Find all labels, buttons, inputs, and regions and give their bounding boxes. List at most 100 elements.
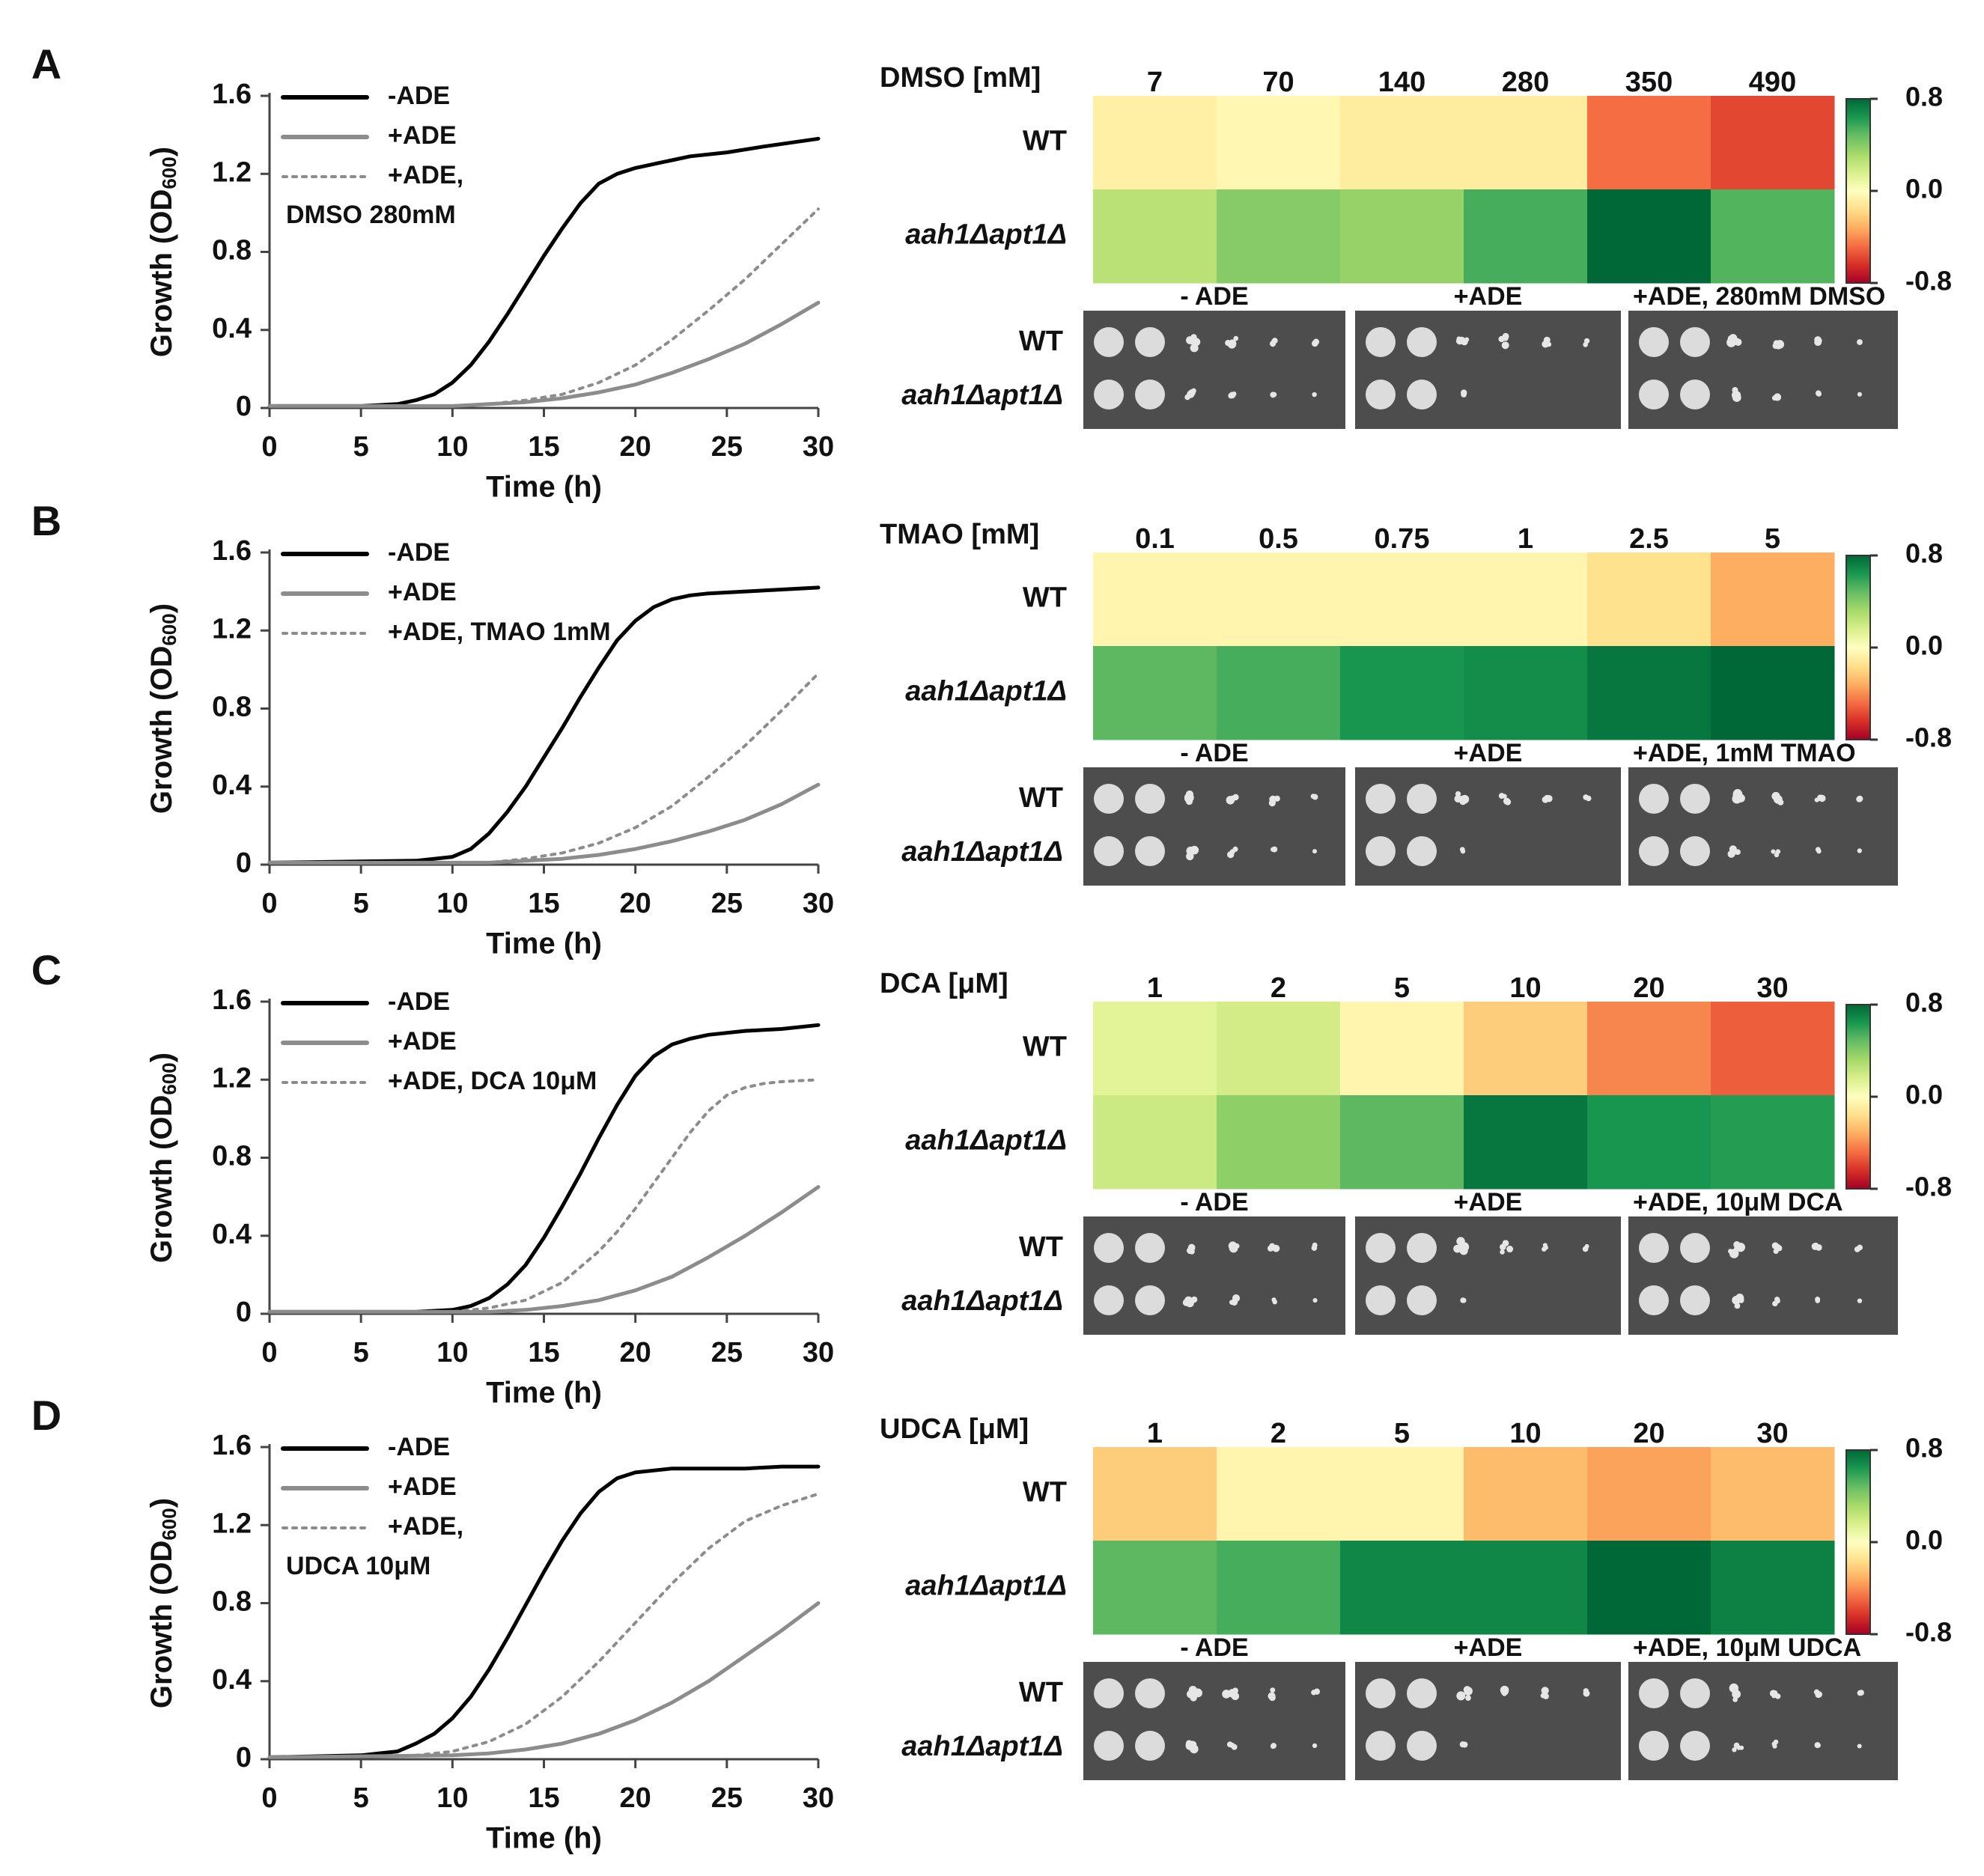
colorbar-tick-label: 0.0 [1905, 630, 1943, 661]
colony-spot [1366, 1233, 1396, 1263]
heatmap-cell [1093, 96, 1217, 190]
x-tick-label: 15 [528, 888, 559, 919]
spot-condition-label: +ADE, 280mM DMSO [1633, 282, 1885, 311]
heatmap-cell [1711, 552, 1835, 647]
legend-label: +ADE, [388, 161, 463, 189]
x-tick-label: 20 [620, 431, 651, 463]
colony-spot [1771, 849, 1776, 854]
colony-spot [1857, 848, 1862, 853]
heatmap-concentration-label: 0.5 [1259, 523, 1298, 555]
heatmap-cell [1711, 189, 1835, 284]
panel-letter: C [31, 946, 61, 993]
colony-spot [1094, 1233, 1124, 1263]
colony-spot [1407, 836, 1437, 866]
colony-spot [1366, 836, 1396, 866]
x-tick-label: 10 [436, 431, 468, 463]
heatmap-cell [1464, 1447, 1588, 1541]
panel-letter: D [31, 1392, 61, 1439]
y-tick-label: 1.2 [212, 1062, 252, 1094]
legend-label: +ADE, [388, 1512, 463, 1541]
colorbar-tick-label: 0.8 [1905, 538, 1943, 569]
spot-row-label: aah1Δapt1Δ [901, 1731, 1063, 1762]
colony-spot [1542, 341, 1549, 348]
heatmap-concentration-label: 20 [1633, 1418, 1664, 1449]
spot-condition-label: +ADE [1454, 739, 1523, 767]
heatmap-cell [1093, 1002, 1217, 1096]
heatmap-cell [1464, 1541, 1588, 1635]
colony-spot [1407, 327, 1437, 357]
colony-spot [1135, 784, 1165, 814]
x-tick-label: 15 [528, 1337, 559, 1368]
series-line-1 [267, 136, 821, 408]
colony-spot [1680, 1285, 1710, 1315]
colony-spot [1583, 338, 1590, 344]
colony-spot [1184, 792, 1194, 803]
spot-condition-label: - ADE [1180, 282, 1248, 311]
colony-spot [1190, 845, 1199, 855]
heatmap-concentration-label: 30 [1756, 972, 1788, 1004]
colony-spot [1274, 795, 1280, 802]
heatmap-row-label: WT [1023, 582, 1067, 614]
colorbar-tick-label: -0.8 [1905, 1172, 1952, 1202]
colony-spot [1190, 344, 1199, 353]
colony-spot [1190, 1296, 1198, 1303]
colony-spot [1453, 1244, 1462, 1253]
spot-row-label: WT [1019, 326, 1063, 357]
heatmap-cell [1217, 1095, 1341, 1190]
y-tick-label: 1.6 [212, 79, 252, 110]
colony-spot [1465, 1695, 1471, 1701]
colony-spot [1094, 327, 1124, 357]
y-tick-label: 0.4 [212, 313, 252, 344]
colony-spot [1680, 1731, 1710, 1761]
colony-spot [1769, 1690, 1777, 1697]
legend-label: +ADE [388, 1473, 457, 1501]
heatmap-concentration-label: 1 [1147, 1418, 1163, 1449]
heatmap-cell [1711, 1002, 1835, 1096]
y-tick-label: 0.8 [212, 1141, 252, 1172]
series-line-3 [268, 1492, 820, 1759]
legend-label: +ADE [388, 1027, 457, 1056]
heatmap-concentration-label: 2.5 [1629, 523, 1669, 555]
heatmap-cell [1711, 646, 1835, 740]
colony-spot [1407, 1285, 1437, 1315]
colony-spot [1366, 1678, 1396, 1708]
spot-plate [1355, 1216, 1621, 1335]
colony-spot [1506, 1246, 1514, 1253]
spot-condition-label: +ADE, 1mM TMAO [1633, 739, 1856, 767]
colony-spot [1732, 1296, 1741, 1305]
colony-spot [1229, 1300, 1235, 1306]
spot-row-label: WT [1019, 782, 1063, 814]
heatmap-concentration-label: 2 [1271, 1418, 1286, 1449]
y-axis-label-sub: 600 [158, 1508, 180, 1540]
heatmap-cell [1217, 189, 1341, 284]
colony-spot [1815, 1691, 1822, 1699]
colony-spot [1542, 1693, 1549, 1699]
legend-label: -ADE [388, 987, 450, 1016]
y-axis-label-sub: 600 [158, 613, 180, 645]
y-axis-label: Growth (OD600) [145, 147, 180, 357]
y-axis-label-end: ) [145, 1053, 178, 1062]
colony-spot [1775, 1243, 1781, 1250]
colony-spot [1680, 836, 1710, 866]
series-line-3 [268, 207, 820, 408]
colony-spot [1135, 380, 1165, 409]
colorbar-tick-label: 0.8 [1905, 1433, 1943, 1464]
heatmap-concentration-label: 10 [1509, 972, 1541, 1004]
y-tick-label: 0 [236, 1742, 252, 1773]
colony-spot [1227, 340, 1237, 349]
colony-spot [1187, 1243, 1196, 1252]
x-tick-label: 30 [803, 888, 834, 919]
colorbar-tick-label: 0.0 [1905, 1525, 1943, 1556]
y-tick-label: 0.4 [212, 1219, 252, 1250]
colony-spot [1639, 1678, 1669, 1708]
x-tick-label: 20 [620, 888, 651, 919]
colony-spot [1407, 1678, 1437, 1708]
colony-spot [1856, 795, 1863, 803]
colony-spot [1269, 341, 1276, 347]
colony-spot [1094, 1678, 1124, 1708]
colony-spot [1463, 1686, 1471, 1694]
heatmap-concentration-label: 2 [1271, 972, 1286, 1004]
heatmap-cell [1587, 1095, 1711, 1190]
spot-plate [1628, 1662, 1898, 1780]
colony-spot [1735, 849, 1741, 855]
